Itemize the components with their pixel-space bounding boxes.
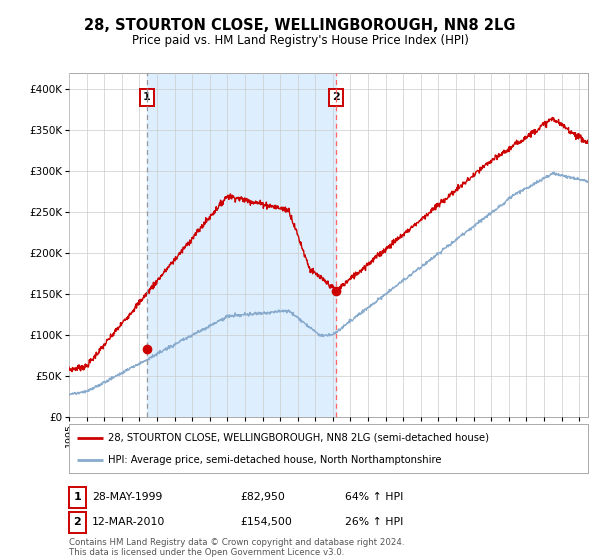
Text: £154,500: £154,500 <box>240 517 292 528</box>
Text: 1: 1 <box>74 492 81 502</box>
Bar <box>146 73 336 417</box>
Text: Price paid vs. HM Land Registry's House Price Index (HPI): Price paid vs. HM Land Registry's House … <box>131 34 469 47</box>
Text: HPI: Average price, semi-detached house, North Northamptonshire: HPI: Average price, semi-detached house,… <box>108 455 442 465</box>
Text: 1: 1 <box>143 92 151 102</box>
Text: 2: 2 <box>332 92 340 102</box>
Text: 28, STOURTON CLOSE, WELLINGBOROUGH, NN8 2LG: 28, STOURTON CLOSE, WELLINGBOROUGH, NN8 … <box>84 18 516 32</box>
Text: 2: 2 <box>74 517 81 528</box>
Text: £82,950: £82,950 <box>240 492 285 502</box>
Text: Contains HM Land Registry data © Crown copyright and database right 2024.
This d: Contains HM Land Registry data © Crown c… <box>69 538 404 557</box>
Text: 26% ↑ HPI: 26% ↑ HPI <box>345 517 403 528</box>
Text: 12-MAR-2010: 12-MAR-2010 <box>92 517 165 528</box>
Text: 28-MAY-1999: 28-MAY-1999 <box>92 492 162 502</box>
Text: 64% ↑ HPI: 64% ↑ HPI <box>345 492 403 502</box>
Text: 28, STOURTON CLOSE, WELLINGBOROUGH, NN8 2LG (semi-detached house): 28, STOURTON CLOSE, WELLINGBOROUGH, NN8 … <box>108 433 489 443</box>
